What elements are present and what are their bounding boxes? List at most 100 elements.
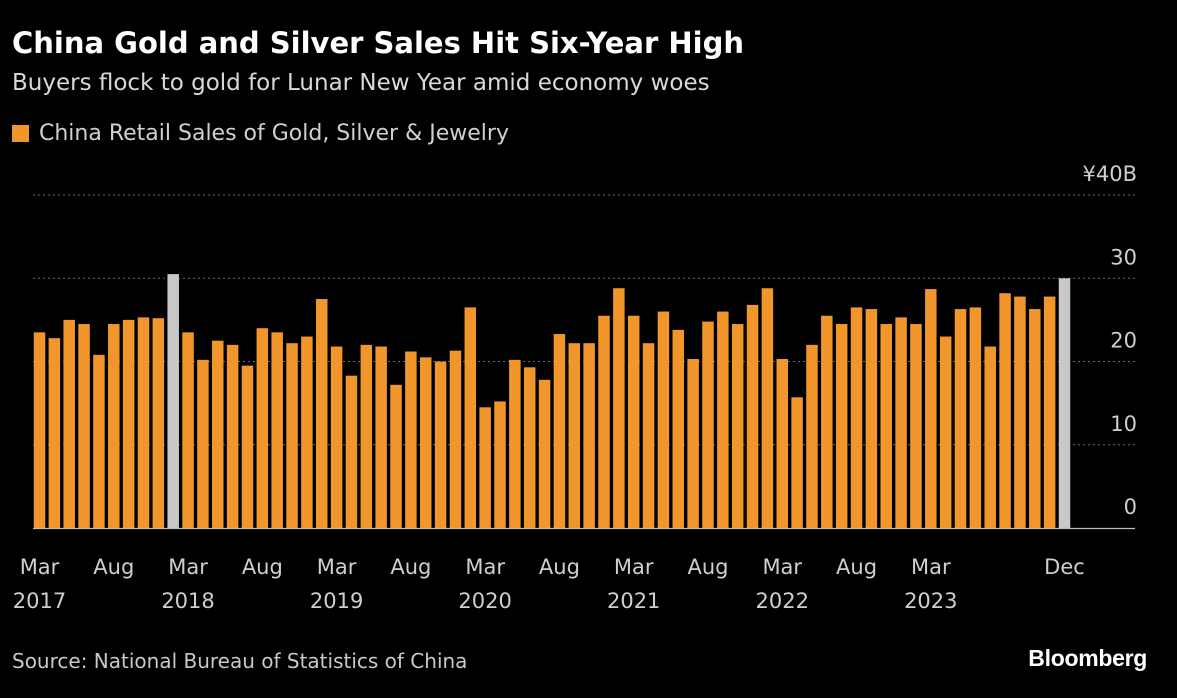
bar <box>583 343 595 528</box>
bar <box>895 317 907 528</box>
bar <box>464 307 477 528</box>
x-tick-label: Mar <box>762 555 802 579</box>
bar <box>182 332 194 528</box>
x-tick-year-label: 2023 <box>904 589 957 613</box>
bar <box>880 324 892 528</box>
x-tick-label: Aug <box>390 555 431 579</box>
bar <box>613 288 625 528</box>
bar <box>568 343 581 528</box>
x-tick-label: Dec <box>1044 555 1085 579</box>
bar <box>865 309 878 528</box>
x-tick-year-label: 2022 <box>756 589 809 613</box>
bar <box>152 318 165 528</box>
bar <box>108 324 120 528</box>
legend-label: China Retail Sales of Gold, Silver & Jew… <box>39 121 509 146</box>
bar <box>63 319 75 528</box>
x-tick-year-label: 2021 <box>607 589 660 613</box>
bar <box>256 328 269 528</box>
bar <box>434 361 447 528</box>
bar <box>954 309 967 528</box>
bar <box>375 346 387 528</box>
bar <box>835 324 848 528</box>
bar <box>390 384 402 528</box>
bar <box>494 401 506 528</box>
bar <box>212 340 224 528</box>
bar <box>731 324 744 528</box>
y-tick-label: 0 <box>1124 495 1137 519</box>
bar <box>1043 296 1056 528</box>
bar <box>315 299 328 528</box>
bar <box>48 338 61 528</box>
bar <box>122 319 135 528</box>
bar <box>642 343 655 528</box>
x-tick-label: Mar <box>465 555 505 579</box>
bar <box>330 346 343 528</box>
bar <box>776 359 789 528</box>
bar <box>419 357 432 528</box>
y-tick-label: 10 <box>1110 412 1137 436</box>
x-tick-label: Aug <box>539 555 580 579</box>
x-tick-year-label: 2019 <box>310 589 363 613</box>
bar <box>925 289 937 528</box>
bloomberg-logo: Bloomberg <box>1028 645 1147 671</box>
bar <box>538 379 551 528</box>
x-tick-label: Mar <box>317 555 357 579</box>
x-tick-label: Mar <box>168 555 208 579</box>
bar <box>286 343 298 528</box>
chart-title: China Gold and Silver Sales Hit Six-Year… <box>12 26 744 60</box>
bar <box>1058 278 1071 528</box>
x-tick-year-label: 2017 <box>13 589 66 613</box>
bar <box>509 359 521 528</box>
legend: China Retail Sales of Gold, Silver & Jew… <box>12 121 509 146</box>
y-tick-label: 30 <box>1110 245 1137 269</box>
x-tick-label: Aug <box>242 555 283 579</box>
bar <box>657 311 670 528</box>
y-tick-label: 20 <box>1110 329 1137 353</box>
x-tick-year-label: 2018 <box>161 589 214 613</box>
bar <box>479 407 491 528</box>
bar <box>360 344 373 528</box>
bar <box>1014 296 1026 528</box>
bar <box>345 375 358 528</box>
bar <box>197 359 209 528</box>
bar <box>717 311 729 528</box>
x-tick-label: Mar <box>20 555 60 579</box>
bar <box>939 336 952 528</box>
y-tick-label: ¥40B <box>1083 162 1138 186</box>
bar <box>78 324 90 528</box>
x-tick-label: Aug <box>93 555 134 579</box>
legend-swatch <box>12 125 29 142</box>
bar <box>672 329 685 528</box>
bar <box>33 332 46 528</box>
bar <box>910 324 922 528</box>
chart-subtitle: Buyers flock to gold for Lunar New Year … <box>12 70 710 96</box>
bar <box>969 307 982 528</box>
bar <box>167 274 179 528</box>
x-tick-label: Aug <box>687 555 728 579</box>
bar <box>523 367 536 528</box>
bar <box>449 350 462 528</box>
bar <box>791 397 803 528</box>
bar <box>226 344 239 528</box>
bar <box>405 351 417 528</box>
bar <box>271 332 283 528</box>
bar <box>806 344 818 528</box>
bar <box>553 334 566 528</box>
x-tick-year-label: 2020 <box>458 589 511 613</box>
x-tick-label: Mar <box>911 555 951 579</box>
bar <box>761 288 774 528</box>
bar <box>702 321 714 528</box>
x-tick-label: Mar <box>614 555 654 579</box>
bar <box>999 293 1011 528</box>
source-note: Source: National Bureau of Statistics of… <box>12 649 468 673</box>
bar <box>687 359 699 528</box>
bar <box>1029 309 1041 528</box>
bar <box>598 315 610 528</box>
bar <box>301 336 313 528</box>
bar <box>984 346 996 528</box>
bar <box>137 317 150 528</box>
bar <box>746 304 759 528</box>
bar <box>627 315 640 528</box>
bar <box>850 307 863 528</box>
